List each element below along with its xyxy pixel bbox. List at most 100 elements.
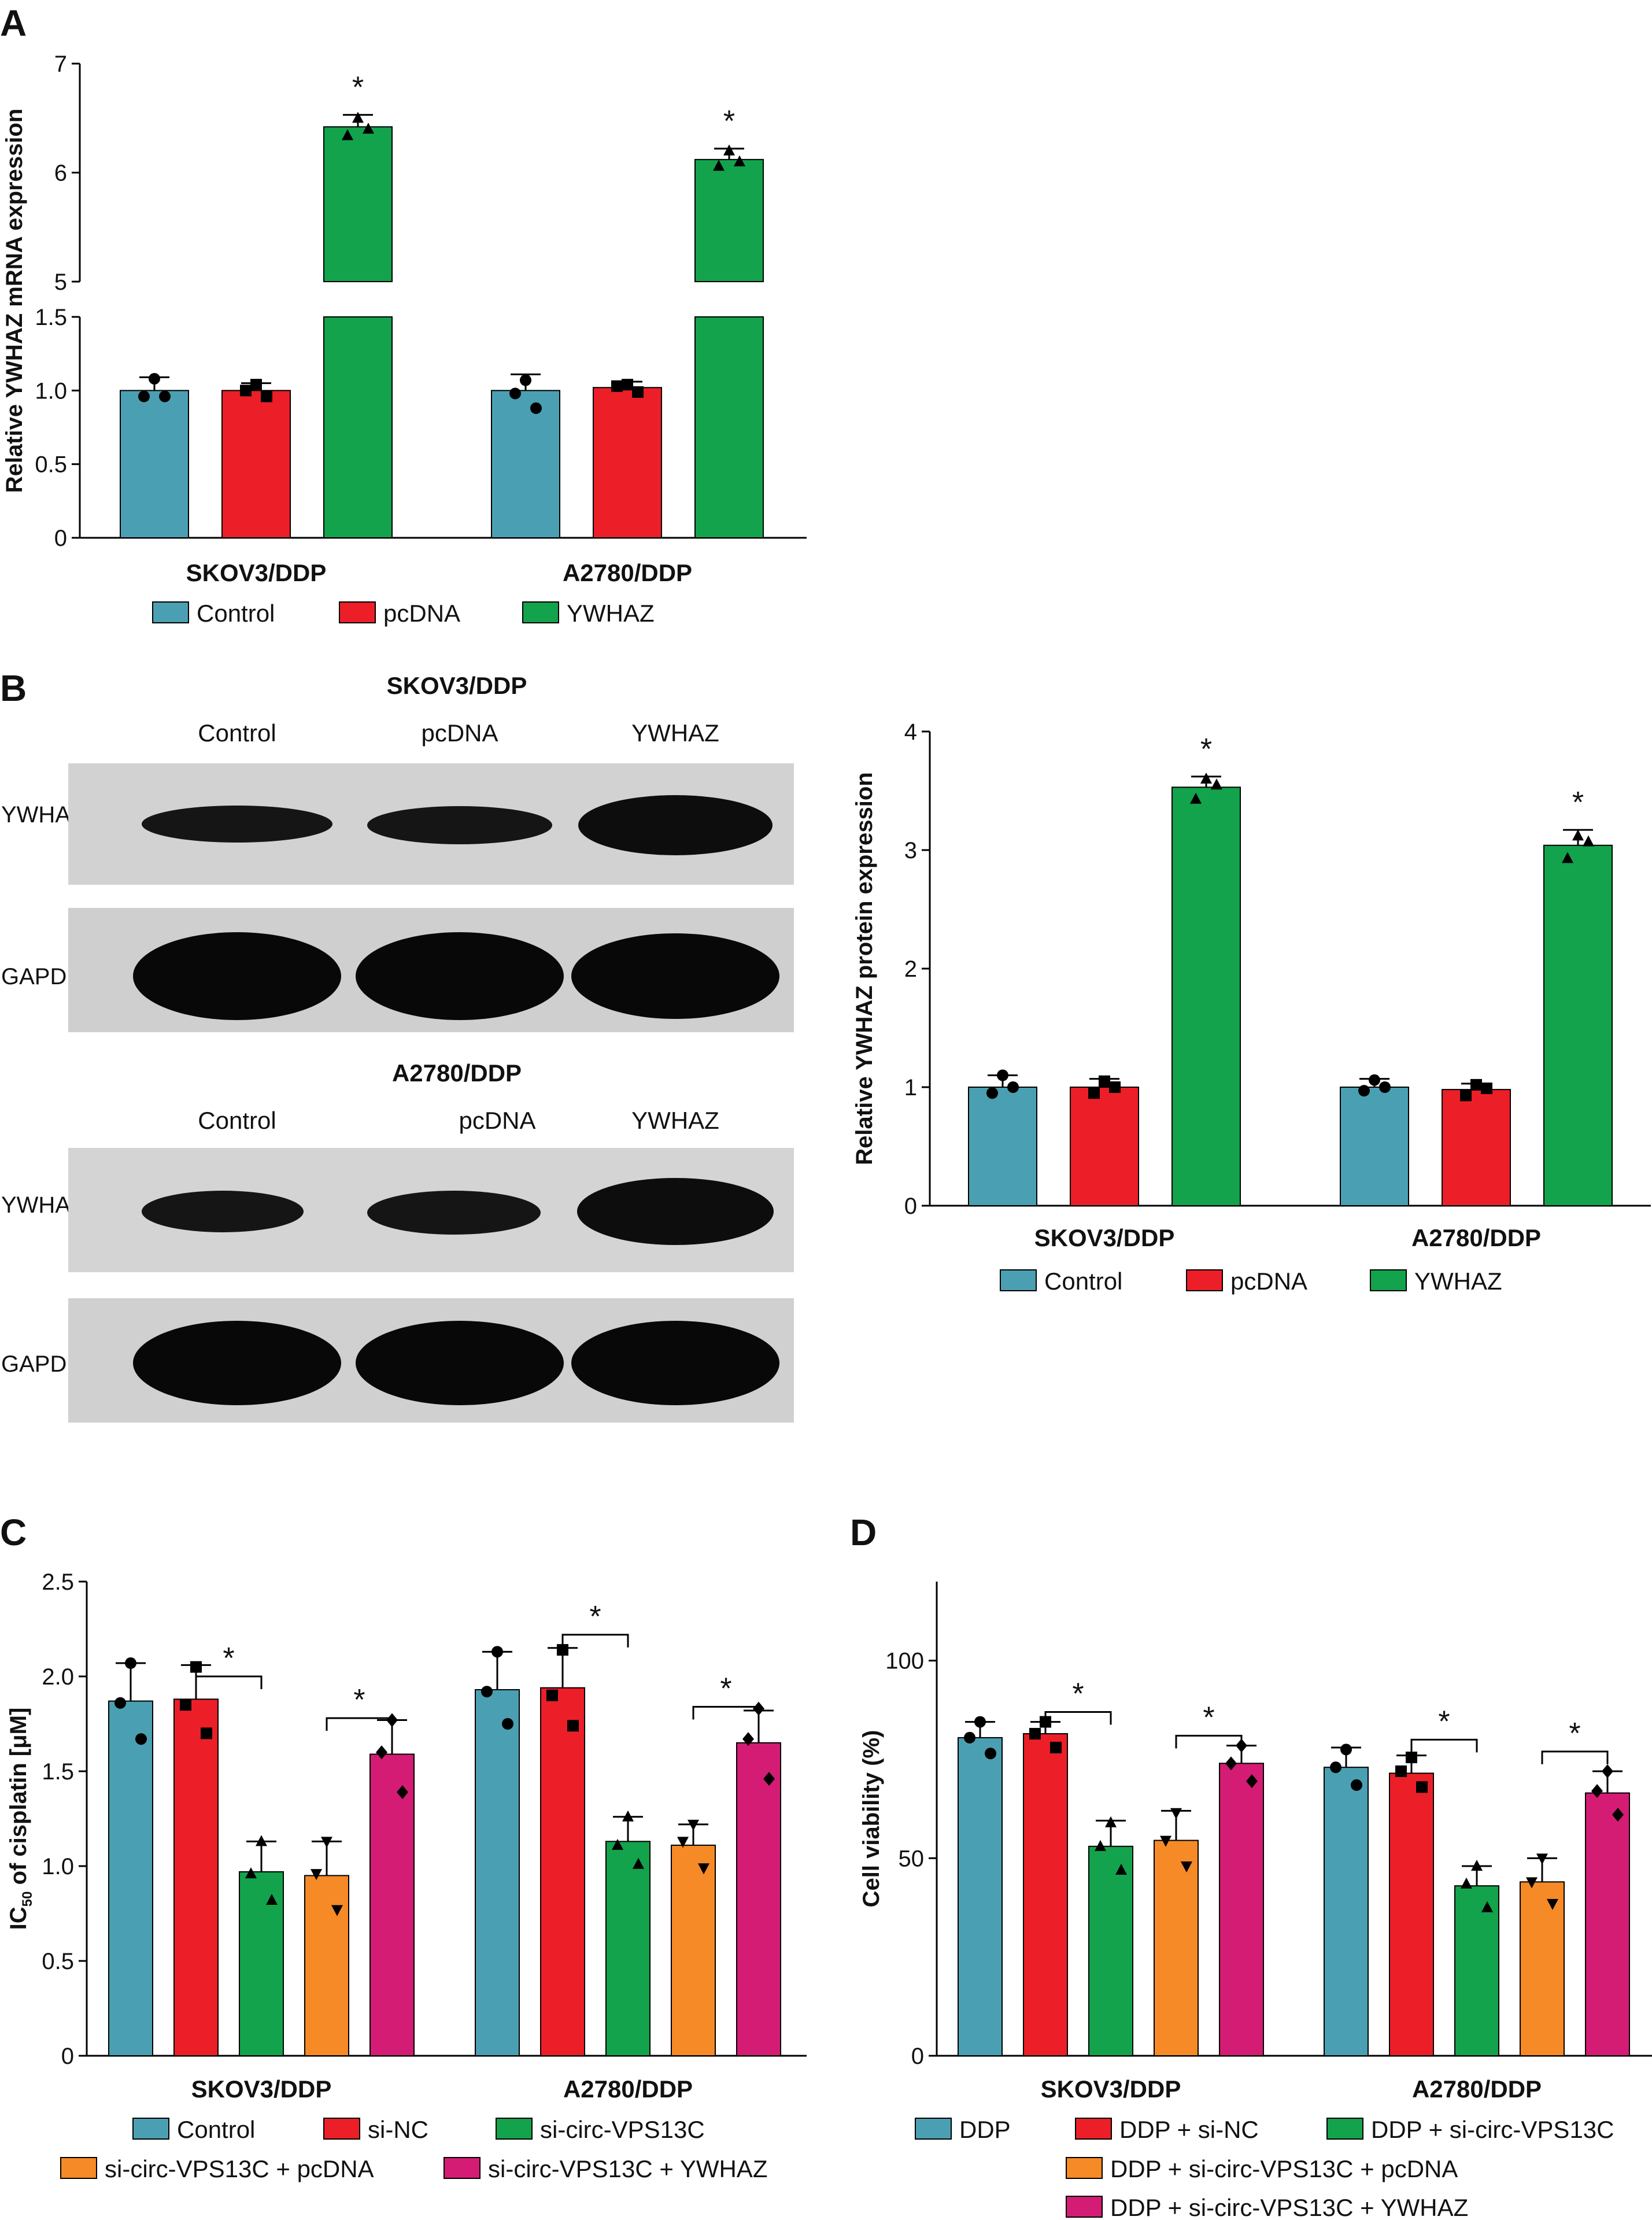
- data-point: [1369, 1074, 1380, 1086]
- significance-star: *: [589, 1600, 601, 1634]
- data-point: [1115, 1863, 1127, 1875]
- data-point: [1602, 1764, 1613, 1778]
- data-point: [363, 123, 374, 134]
- data-point: [1612, 1808, 1624, 1822]
- category-label: SKOV3/DDP: [186, 559, 327, 586]
- band-a2780-gapdh-ywhaz: [571, 1321, 779, 1405]
- y-tick-label: 2: [904, 956, 917, 982]
- data-point: [149, 372, 160, 385]
- y-tick-label: 0.5: [42, 1949, 74, 1974]
- data-point: [1470, 1078, 1482, 1091]
- data-point: [1572, 829, 1584, 841]
- bar: [108, 1700, 153, 2056]
- bar: [1442, 1089, 1511, 1206]
- category-label: A2780/DDP: [1411, 1224, 1541, 1251]
- bar: [475, 1689, 520, 2056]
- y-tick-label: 0: [61, 2044, 74, 2069]
- legend-swatch-2: [522, 601, 559, 623]
- blot-top-lane-1: Control: [198, 719, 276, 747]
- data-point: [261, 390, 272, 402]
- data-point: [1225, 1756, 1237, 1771]
- data-point: [250, 379, 262, 391]
- legend-swatch-4: [444, 2157, 481, 2179]
- data-point: [376, 1745, 387, 1760]
- data-point: [546, 1689, 558, 1701]
- data-point: [1536, 1853, 1548, 1865]
- data-point: [1029, 1728, 1041, 1740]
- bar: [1585, 1792, 1630, 2056]
- data-point: [397, 1785, 408, 1800]
- band-a2780-ywhaz-pcdna: [367, 1191, 541, 1235]
- band-skov3-gapdh-control: [133, 932, 341, 1020]
- category-label: SKOV3/DDP: [1034, 1224, 1175, 1251]
- bar: [1171, 786, 1241, 1206]
- data-point: [986, 1087, 998, 1099]
- bar: [736, 1742, 781, 2057]
- y-axis-label-sub: 50: [20, 1892, 35, 1907]
- data-point: [1160, 1835, 1171, 1847]
- y-tick-label: 4: [904, 719, 917, 745]
- data-point: [1099, 1075, 1110, 1087]
- data-point: [1007, 1081, 1019, 1093]
- band-skov3-ywhaz-control: [142, 806, 332, 843]
- data-point: [180, 1699, 191, 1711]
- chart-a: 0 0.5 1.0 1.5 5 6 7 Relative YWHAZ mRNA express…: [2, 51, 807, 627]
- data-point: [1562, 852, 1573, 863]
- data-point: [632, 386, 644, 398]
- legend-label-1: pcDNA: [383, 600, 460, 627]
- significance-star: *: [353, 1683, 365, 1717]
- y-tick-label: 1.5: [35, 305, 67, 330]
- legend-swatch-4: [1066, 2196, 1103, 2218]
- chart-d: 0 50 100 Cell viability (%) SKOV3/DDP A2780/D…: [859, 1582, 1652, 2220]
- y-tick-label: 1.5: [42, 1759, 74, 1785]
- y-tick-label: 1.0: [42, 1854, 74, 1879]
- data-point: [1095, 1839, 1106, 1851]
- chart-b: 0 1 2 3 4 Relative YWHAZ protein expression SK…: [852, 719, 1651, 1295]
- data-point: [622, 1810, 634, 1822]
- panel-label-a: A: [0, 2, 27, 44]
- y-tick-label: 5: [54, 269, 67, 295]
- band-a2780-ywhaz-control: [142, 1191, 304, 1232]
- significance-bracket: [195, 1675, 263, 1689]
- blot-top-title: SKOV3/DDP: [387, 672, 527, 699]
- y-axis-label: Relative YWHAZ mRNA expression: [2, 109, 27, 493]
- y-tick-label: 0: [54, 526, 67, 551]
- data-point: [502, 1718, 513, 1730]
- y-tick-label: 0: [911, 2044, 924, 2069]
- y-tick-label: 0.5: [35, 452, 67, 478]
- blot-top-lane-3: YWHAZ: [631, 719, 719, 747]
- bar-upper: [323, 126, 393, 283]
- panel-label-c: C: [0, 1512, 27, 1553]
- data-point: [352, 112, 364, 123]
- data-point: [1050, 1742, 1062, 1753]
- legend-label-4: DDP + si-circ-VPS13C + YWHAZ: [1110, 2194, 1468, 2220]
- data-point: [677, 1837, 689, 1848]
- significance-star: *: [223, 1642, 234, 1675]
- bar: [1389, 1772, 1434, 2057]
- legend-swatch-2: [496, 2118, 533, 2140]
- bar: [1324, 1767, 1369, 2057]
- bar: [304, 1875, 349, 2056]
- significance-star: *: [352, 71, 364, 105]
- significance-bracket: [1541, 1750, 1609, 1764]
- data-point: [245, 1867, 257, 1879]
- band-a2780-ywhaz-ywhaz: [577, 1178, 774, 1245]
- data-point: [1358, 1085, 1370, 1097]
- data-point: [520, 374, 531, 386]
- bar: [958, 1737, 1003, 2057]
- legend-swatch-1: [339, 601, 376, 623]
- data-point: [1416, 1781, 1428, 1793]
- data-point: [240, 385, 252, 397]
- data-point: [1481, 1901, 1493, 1912]
- data-point: [1547, 1898, 1558, 1910]
- data-point: [190, 1661, 202, 1673]
- legend-label-2: YWHAZ: [567, 600, 655, 627]
- data-point: [1246, 1774, 1258, 1789]
- y-tick-label: 100: [885, 1649, 924, 1674]
- y-tick-label: 3: [904, 838, 917, 863]
- legend-label-1: si-NC: [368, 2116, 428, 2143]
- significance-star: *: [1072, 1678, 1084, 1711]
- y-tick-label: 6: [54, 161, 67, 186]
- y-tick-label: 2.0: [42, 1664, 74, 1690]
